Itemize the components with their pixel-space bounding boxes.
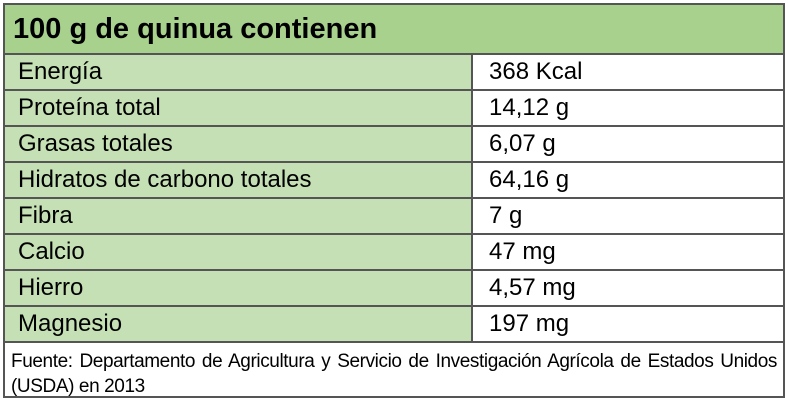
nutrient-value: 4,57 mg bbox=[473, 271, 783, 305]
nutrient-label: Proteína total bbox=[5, 91, 473, 125]
nutrient-label: Grasas totales bbox=[5, 127, 473, 161]
table-row: Fibra 7 g bbox=[5, 199, 783, 235]
nutrient-label: Hidratos de carbono totales bbox=[5, 163, 473, 197]
table-title: 100 g de quinua contienen bbox=[5, 5, 783, 55]
nutrient-label: Magnesio bbox=[5, 307, 473, 341]
nutrient-label: Calcio bbox=[5, 235, 473, 269]
nutrient-value: 7 g bbox=[473, 199, 783, 233]
table-row: Calcio 47 mg bbox=[5, 235, 783, 271]
nutrient-value: 197 mg bbox=[473, 307, 783, 341]
nutrient-value: 368 Kcal bbox=[473, 55, 783, 89]
table-row: Grasas totales 6,07 g bbox=[5, 127, 783, 163]
nutrition-table: 100 g de quinua contienen Energía 368 Kc… bbox=[3, 3, 785, 398]
nutrient-value: 64,16 g bbox=[473, 163, 783, 197]
table-row: Energía 368 Kcal bbox=[5, 55, 783, 91]
nutrient-value: 47 mg bbox=[473, 235, 783, 269]
table-row: Hierro 4,57 mg bbox=[5, 271, 783, 307]
table-row: Magnesio 197 mg bbox=[5, 307, 783, 343]
table-row: Proteína total 14,12 g bbox=[5, 91, 783, 127]
nutrient-label: Hierro bbox=[5, 271, 473, 305]
nutrient-label: Energía bbox=[5, 55, 473, 89]
nutrient-label: Fibra bbox=[5, 199, 473, 233]
table-row: Hidratos de carbono totales 64,16 g bbox=[5, 163, 783, 199]
nutrient-value: 14,12 g bbox=[473, 91, 783, 125]
nutrient-value: 6,07 g bbox=[473, 127, 783, 161]
source-note: Fuente: Departamento de Agricultura y Se… bbox=[11, 351, 777, 397]
